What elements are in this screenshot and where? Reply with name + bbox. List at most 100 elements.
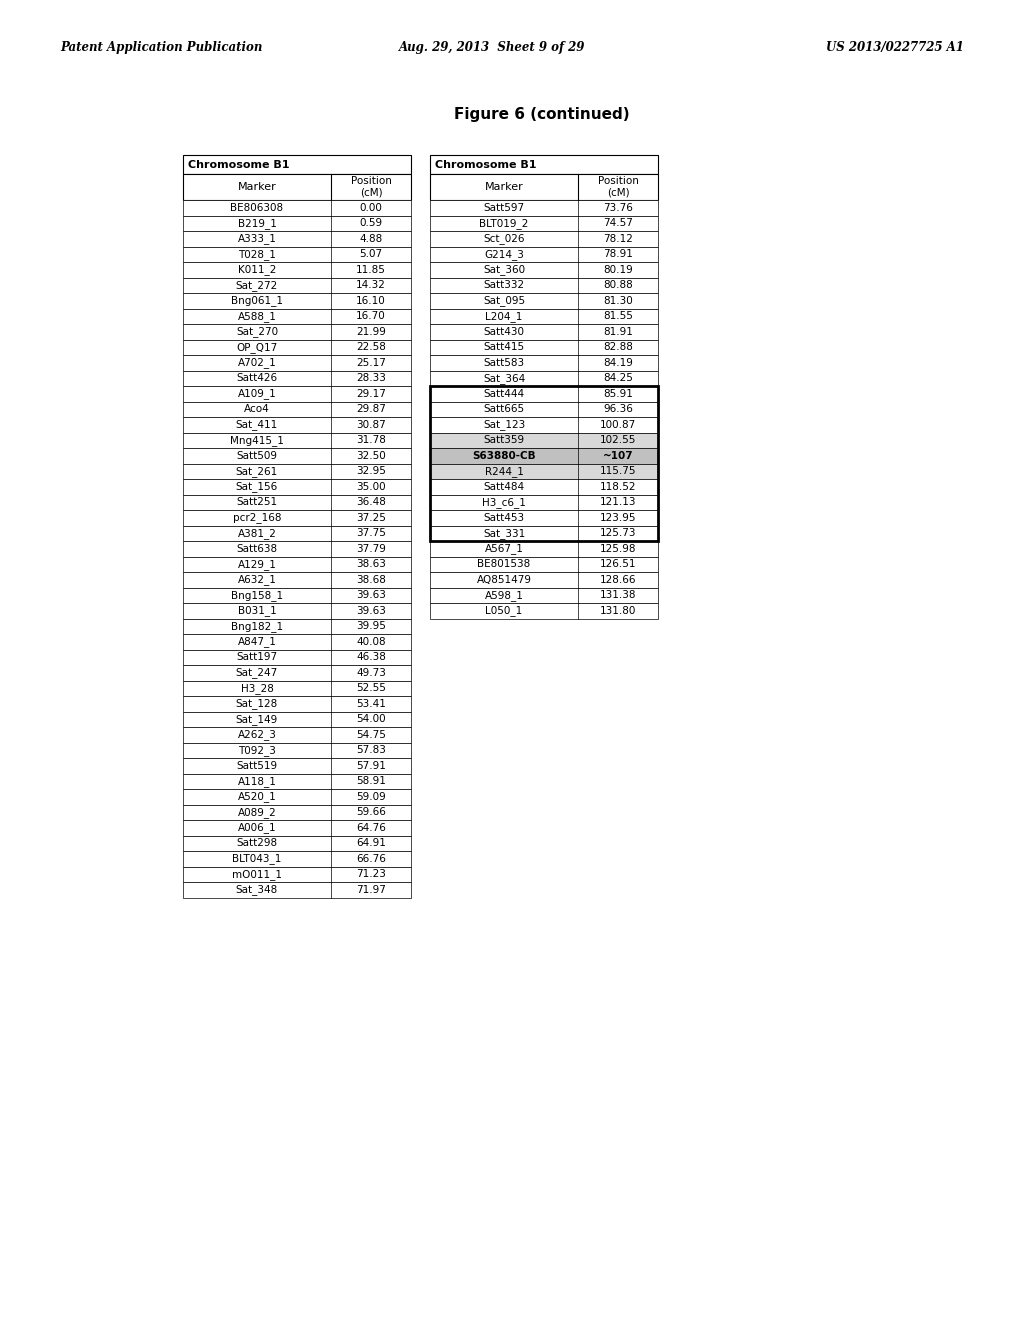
Bar	[183, 603, 411, 619]
Text: 28.33: 28.33	[356, 374, 386, 383]
Text: 32.95: 32.95	[356, 466, 386, 477]
Text: 78.12: 78.12	[603, 234, 633, 244]
Text: Sat_270: Sat_270	[236, 326, 279, 337]
Bar	[183, 789, 411, 804]
Bar	[183, 696, 411, 711]
Bar	[183, 433, 411, 447]
Text: H3_28: H3_28	[241, 682, 273, 694]
Bar	[183, 665, 411, 681]
Text: US 2013/0227725 A1: US 2013/0227725 A1	[826, 41, 964, 54]
Text: 78.91: 78.91	[603, 249, 633, 259]
Bar	[430, 541, 658, 557]
Bar	[430, 463, 658, 479]
Text: 59.09: 59.09	[356, 792, 386, 801]
Text: Sat_411: Sat_411	[236, 420, 279, 430]
Bar	[183, 804, 411, 820]
Bar	[183, 836, 411, 851]
Bar	[183, 742, 411, 758]
Bar	[183, 758, 411, 774]
Bar	[430, 557, 658, 572]
Text: OP_Q17: OP_Q17	[237, 342, 278, 352]
Text: 57.91: 57.91	[356, 760, 386, 771]
Text: R244_1: R244_1	[484, 466, 523, 477]
Text: Bng182_1: Bng182_1	[231, 620, 283, 632]
Text: Satt665: Satt665	[483, 404, 524, 414]
Bar	[183, 371, 411, 385]
Text: 84.19: 84.19	[603, 358, 633, 368]
Text: 64.91: 64.91	[356, 838, 386, 849]
Text: 58.91: 58.91	[356, 776, 386, 787]
Text: A006_1: A006_1	[238, 822, 276, 833]
Text: 54.00: 54.00	[356, 714, 386, 725]
Bar	[183, 154, 411, 174]
Bar	[183, 174, 411, 201]
Text: Satt332: Satt332	[483, 280, 524, 290]
Text: L050_1: L050_1	[485, 606, 522, 616]
Bar	[430, 510, 658, 525]
Text: 115.75: 115.75	[600, 466, 636, 477]
Text: Position
(cM): Position (cM)	[350, 176, 391, 198]
Text: 16.70: 16.70	[356, 312, 386, 321]
Text: 125.73: 125.73	[600, 528, 636, 539]
Text: Sat_348: Sat_348	[236, 884, 279, 895]
Text: Satt519: Satt519	[237, 760, 278, 771]
Bar	[430, 525, 658, 541]
Text: Sat_149: Sat_149	[236, 714, 279, 725]
Text: 85.91: 85.91	[603, 389, 633, 399]
Text: 29.17: 29.17	[356, 389, 386, 399]
Bar	[183, 355, 411, 371]
Text: A333_1: A333_1	[238, 234, 276, 244]
Text: 57.83: 57.83	[356, 746, 386, 755]
Text: 4.88: 4.88	[359, 234, 383, 244]
Bar	[183, 463, 411, 479]
Text: T092_3: T092_3	[238, 744, 275, 756]
Bar	[183, 866, 411, 882]
Text: 102.55: 102.55	[600, 436, 636, 445]
Text: 22.58: 22.58	[356, 342, 386, 352]
Text: pcr2_168: pcr2_168	[232, 512, 282, 523]
Text: 80.88: 80.88	[603, 280, 633, 290]
Bar	[183, 277, 411, 293]
Text: Sat_364: Sat_364	[483, 372, 525, 384]
Text: Sat_272: Sat_272	[236, 280, 279, 290]
Bar	[183, 774, 411, 789]
Bar	[430, 371, 658, 385]
Text: Marker: Marker	[238, 182, 276, 191]
Text: 131.38: 131.38	[600, 590, 636, 601]
Text: 126.51: 126.51	[600, 560, 636, 569]
Text: 96.36: 96.36	[603, 404, 633, 414]
Bar	[430, 293, 658, 309]
Text: 39.95: 39.95	[356, 622, 386, 631]
Text: A520_1: A520_1	[238, 791, 276, 803]
Text: Chromosome B1: Chromosome B1	[435, 160, 537, 169]
Text: 71.97: 71.97	[356, 884, 386, 895]
Text: 59.66: 59.66	[356, 808, 386, 817]
Text: 30.87: 30.87	[356, 420, 386, 430]
Text: 74.57: 74.57	[603, 218, 633, 228]
Text: BE806308: BE806308	[230, 203, 284, 213]
Text: L204_1: L204_1	[485, 310, 522, 322]
Bar	[183, 309, 411, 323]
Bar	[183, 619, 411, 634]
Text: Bng158_1: Bng158_1	[231, 590, 283, 601]
Text: Position
(cM): Position (cM)	[598, 176, 638, 198]
Bar	[183, 572, 411, 587]
Text: 5.07: 5.07	[359, 249, 383, 259]
Text: S63880-CB: S63880-CB	[472, 450, 536, 461]
Text: 81.91: 81.91	[603, 327, 633, 337]
Bar	[430, 339, 658, 355]
Bar	[430, 433, 658, 447]
Bar	[430, 355, 658, 371]
Text: Satt453: Satt453	[483, 512, 524, 523]
Text: Sat_261: Sat_261	[236, 466, 279, 477]
Text: H3_c6_1: H3_c6_1	[482, 496, 526, 508]
Text: Satt597: Satt597	[483, 203, 524, 213]
Bar	[430, 479, 658, 495]
Bar	[183, 201, 411, 215]
Bar	[183, 417, 411, 433]
Text: Sat_156: Sat_156	[236, 482, 279, 492]
Bar	[183, 293, 411, 309]
Text: 36.48: 36.48	[356, 498, 386, 507]
Text: 125.98: 125.98	[600, 544, 636, 554]
Bar	[183, 447, 411, 463]
